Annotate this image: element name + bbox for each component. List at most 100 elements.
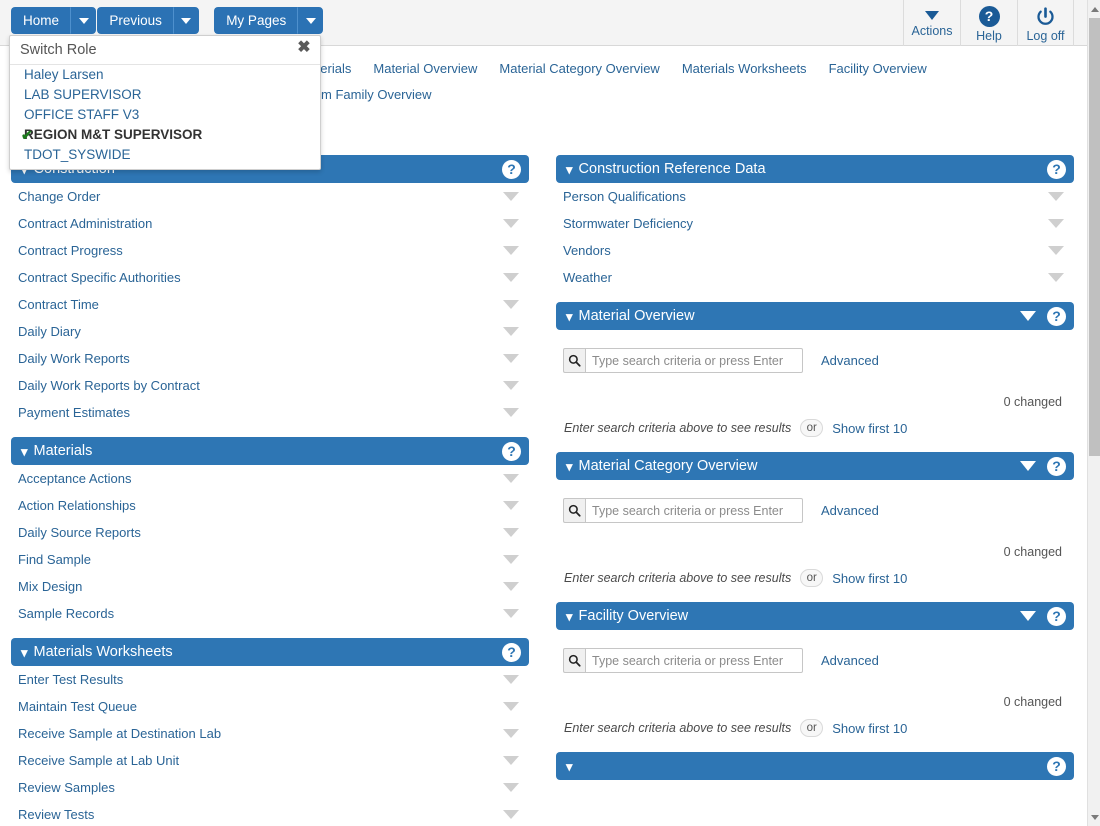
panel-row-link[interactable]: Contract Specific Authorities	[18, 270, 181, 285]
panel-row-link[interactable]: Enter Test Results	[18, 672, 124, 687]
caret-down-icon[interactable]	[1048, 246, 1064, 255]
search-icon[interactable]	[563, 498, 585, 523]
help-icon[interactable]: ?	[1047, 306, 1066, 326]
panel-header[interactable]: ▾ Material Category Overview?	[556, 452, 1074, 480]
caret-down-icon[interactable]	[503, 474, 519, 483]
toolbar-previous-caret-button[interactable]	[173, 7, 199, 34]
panel-header[interactable]: ▾ Material Overview?	[556, 302, 1074, 330]
toolbar-previous-button[interactable]: Previous	[97, 7, 174, 34]
caret-down-icon[interactable]	[503, 354, 519, 363]
caret-down-icon[interactable]	[503, 783, 519, 792]
caret-down-icon[interactable]	[1048, 219, 1064, 228]
panel-header[interactable]: ▾ Facility Overview?	[556, 602, 1074, 630]
caret-down-icon[interactable]	[503, 219, 519, 228]
panel-row-link[interactable]: Review Tests	[18, 807, 95, 822]
panel-row-link[interactable]: Acceptance Actions	[18, 471, 132, 486]
panel-header[interactable]: ▾ Materials?	[11, 437, 529, 465]
panel-row-link[interactable]: Stormwater Deficiency	[563, 216, 694, 231]
show-first-link[interactable]: Show first 10	[832, 720, 908, 736]
caret-down-icon[interactable]	[1020, 311, 1036, 321]
search-icon[interactable]	[563, 348, 585, 373]
switch-role-item[interactable]: TDOT_SYSWIDE	[10, 145, 320, 165]
help-icon[interactable]: ?	[1047, 456, 1066, 476]
caret-down-icon[interactable]	[503, 582, 519, 591]
nav-link-materials-worksheets[interactable]: Materials Worksheets	[681, 61, 807, 76]
caret-down-icon[interactable]	[503, 756, 519, 765]
caret-down-icon[interactable]	[503, 273, 519, 282]
panel-header[interactable]: ▾ Construction Reference Data?	[556, 155, 1074, 183]
panel-header[interactable]: ▾?	[556, 752, 1074, 780]
help-icon[interactable]: ?	[1047, 606, 1066, 626]
search-input[interactable]	[585, 348, 803, 373]
panel-row-link[interactable]: Weather	[563, 270, 612, 285]
panel-row-link[interactable]: Action Relationships	[18, 498, 136, 513]
top-action-log-off[interactable]: Log off	[1017, 0, 1074, 46]
caret-down-icon[interactable]	[503, 246, 519, 255]
caret-down-icon[interactable]	[503, 609, 519, 618]
chevron-down-icon[interactable]: ▾	[566, 458, 573, 474]
chevron-down-icon[interactable]: ▾	[21, 644, 28, 660]
caret-down-icon[interactable]	[503, 408, 519, 417]
panel-row-link[interactable]: Sample Records	[18, 606, 115, 621]
panel-row-link[interactable]: Contract Administration	[18, 216, 153, 231]
triangle-down-icon[interactable]	[1088, 810, 1100, 824]
chevron-down-icon[interactable]: ▾	[566, 308, 573, 324]
panel-row-link[interactable]: Maintain Test Queue	[18, 699, 137, 714]
panel-row-link[interactable]: Daily Work Reports	[18, 351, 130, 366]
nav-link-facility-overview[interactable]: Facility Overview	[828, 61, 927, 76]
caret-down-icon[interactable]	[503, 501, 519, 510]
panel-row-link[interactable]: Receive Sample at Lab Unit	[18, 753, 180, 768]
panel-row-link[interactable]: Payment Estimates	[18, 405, 130, 420]
switch-role-item[interactable]: LAB SUPERVISOR	[10, 85, 320, 105]
caret-down-icon[interactable]	[503, 810, 519, 819]
toolbar-my-pages-button[interactable]: My Pages	[214, 7, 299, 34]
caret-down-icon[interactable]	[1048, 192, 1064, 201]
panel-row-link[interactable]: Contract Progress	[18, 243, 123, 258]
search-icon[interactable]	[563, 648, 585, 673]
caret-down-icon[interactable]	[1020, 461, 1036, 471]
panel-row-link[interactable]: Vendors	[563, 243, 611, 258]
nav-link-material-overview[interactable]: Material Overview	[373, 61, 478, 76]
caret-down-icon[interactable]	[1020, 611, 1036, 621]
panel-row-link[interactable]: Change Order	[18, 189, 101, 204]
panel-row-link[interactable]: Person Qualifications	[563, 189, 686, 204]
panel-row-link[interactable]: Review Samples	[18, 780, 115, 795]
chevron-down-icon[interactable]: ▾	[566, 161, 573, 177]
chevron-down-icon[interactable]: ▾	[21, 443, 28, 459]
switch-role-item[interactable]: ✔ REGION M&T SUPERVISOR	[10, 125, 320, 145]
advanced-search-link[interactable]: Advanced	[821, 653, 879, 668]
caret-down-icon[interactable]	[1048, 273, 1064, 282]
caret-down-icon[interactable]	[503, 327, 519, 336]
toolbar-my-pages-caret-button[interactable]	[298, 7, 324, 34]
panel-row-link[interactable]: Find Sample	[18, 552, 91, 567]
help-icon[interactable]: ?	[1047, 756, 1066, 776]
toolbar-home-button[interactable]: Home	[11, 7, 72, 34]
caret-down-icon[interactable]	[503, 729, 519, 738]
help-icon[interactable]: ?	[502, 441, 521, 461]
panel-row-link[interactable]: Daily Work Reports by Contract	[18, 378, 200, 393]
chevron-down-icon[interactable]: ▾	[566, 758, 573, 774]
panel-row-link[interactable]: Receive Sample at Destination Lab	[18, 726, 222, 741]
scrollbar-thumb[interactable]	[1089, 18, 1100, 456]
page-scrollbar[interactable]	[1087, 0, 1100, 826]
nav-link-item-family-overview[interactable]: Item Family Overview	[306, 87, 432, 102]
caret-down-icon[interactable]	[503, 702, 519, 711]
show-first-link[interactable]: Show first 10	[832, 420, 908, 436]
switch-role-item[interactable]: OFFICE STAFF V3	[10, 105, 320, 125]
toolbar-home-caret-button[interactable]	[71, 7, 97, 34]
nav-link-material-category-overview[interactable]: Material Category Overview	[499, 61, 660, 76]
caret-down-icon[interactable]	[503, 675, 519, 684]
search-input[interactable]	[585, 498, 803, 523]
chevron-down-icon[interactable]: ▾	[566, 608, 573, 624]
caret-down-icon[interactable]	[503, 381, 519, 390]
help-icon[interactable]: ?	[502, 159, 521, 179]
panel-row-link[interactable]: Daily Source Reports	[18, 525, 141, 540]
advanced-search-link[interactable]: Advanced	[821, 353, 879, 368]
show-first-link[interactable]: Show first 10	[832, 570, 908, 586]
triangle-up-icon[interactable]	[1088, 2, 1100, 16]
top-action-actions[interactable]: Actions	[903, 0, 960, 46]
caret-down-icon[interactable]	[503, 528, 519, 537]
search-input[interactable]	[585, 648, 803, 673]
caret-down-icon[interactable]	[503, 192, 519, 201]
switch-role-item[interactable]: Haley Larsen	[10, 65, 320, 85]
